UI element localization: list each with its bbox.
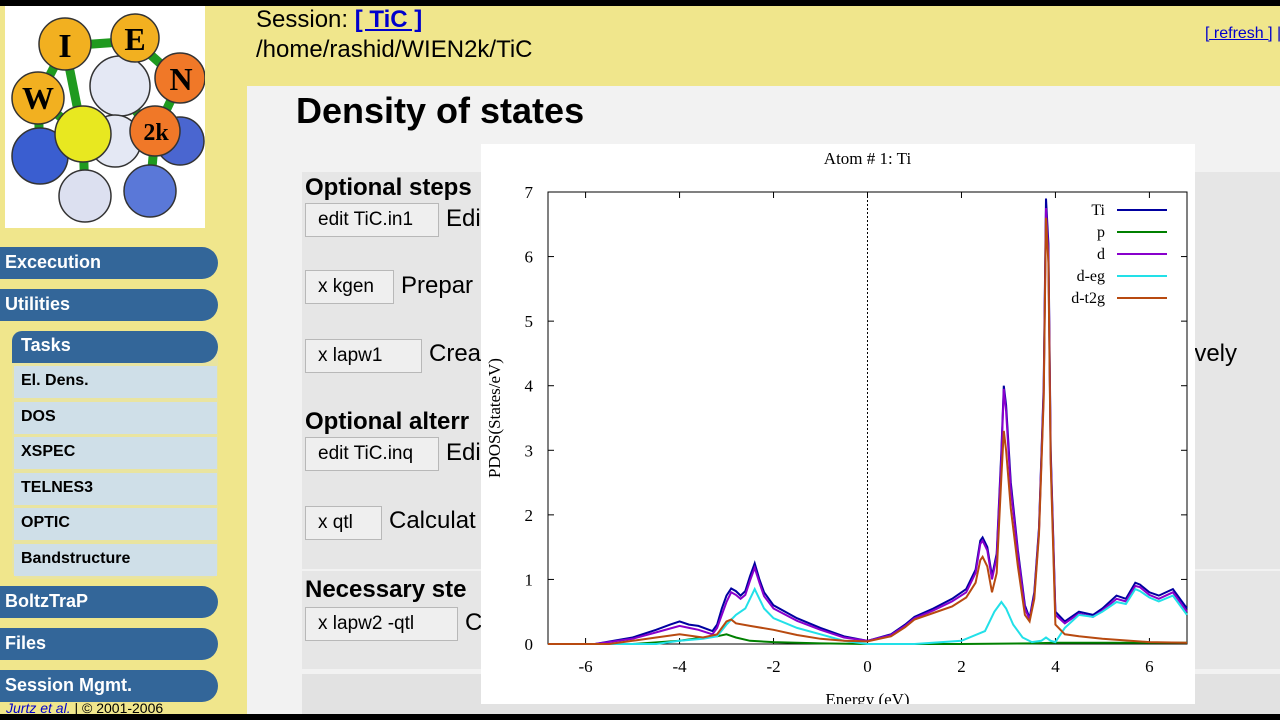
logo-letter-n: N bbox=[169, 61, 192, 97]
task-optic[interactable]: OPTIC bbox=[14, 508, 217, 540]
task-bandstructure[interactable]: Bandstructure bbox=[14, 544, 217, 576]
logo-letter-i: I bbox=[58, 28, 71, 65]
copyright-text: | © 2001-2006 bbox=[74, 700, 164, 714]
nav-files[interactable]: Files bbox=[0, 628, 218, 660]
y-tick-label: 1 bbox=[525, 570, 534, 589]
section-title-optional-steps: Optional steps bbox=[305, 174, 472, 201]
legend-label: p bbox=[1097, 224, 1105, 241]
x-tick-label: 2 bbox=[957, 657, 966, 676]
session-path: /home/rashid/WIEN2k/TiC bbox=[256, 36, 533, 63]
x-tick-label: -2 bbox=[766, 657, 780, 676]
edit-in1-desc: Edi bbox=[446, 205, 481, 232]
legend-label: Ti bbox=[1091, 202, 1105, 219]
nav-execution[interactable]: Excecution bbox=[0, 247, 218, 279]
logo-letter-2k: 2k bbox=[143, 120, 169, 146]
legend-label: d-t2g bbox=[1071, 290, 1105, 307]
y-axis-label: PDOS(States/eV) bbox=[485, 358, 504, 478]
x-lapw2-qtl-button[interactable]: x lapw2 -qtl bbox=[305, 607, 458, 641]
x-qtl-button[interactable]: x qtl bbox=[305, 506, 382, 540]
task-xspec[interactable]: XSPEC bbox=[14, 437, 217, 469]
x-lapw1-desc-tail: ively bbox=[1189, 340, 1238, 367]
wien2k-logo: W I E N 2k bbox=[5, 6, 205, 228]
refresh-separator: | bbox=[1277, 25, 1280, 42]
section-title-optional-alternative: Optional alterr bbox=[305, 408, 470, 435]
pdos-chart: Atom # 1: Ti Energy (eV) PDOS(States/eV) -6… bbox=[485, 149, 1188, 709]
copyright-author-link[interactable]: Jurtz et al. bbox=[6, 700, 71, 714]
nav-boltztrap[interactable]: BoltzTraP bbox=[0, 586, 218, 618]
nav-utilities[interactable]: Utilities bbox=[0, 289, 218, 321]
legend-label: d bbox=[1097, 246, 1105, 263]
legend-label: d-eg bbox=[1077, 268, 1105, 285]
logo-letter-w: W bbox=[22, 80, 54, 116]
browser-page: W I E N 2k Excecution Utilities Tasks El… bbox=[0, 6, 1280, 714]
y-tick-label: 2 bbox=[525, 506, 534, 525]
y-tick-label: 7 bbox=[525, 183, 534, 202]
refresh-area: [ refresh ] | bbox=[1205, 25, 1280, 43]
section-title-necessary-steps: Necessary ste bbox=[305, 576, 467, 603]
edit-inq-button[interactable]: edit TiC.inq bbox=[305, 437, 439, 471]
task-telnes3[interactable]: TELNES3 bbox=[14, 473, 217, 505]
logo-letter-e: E bbox=[124, 21, 145, 57]
edit-in1-button[interactable]: edit TiC.in1 bbox=[305, 203, 439, 237]
nav-tasks[interactable]: Tasks bbox=[12, 331, 218, 363]
series-line-d-eg bbox=[548, 586, 1188, 645]
x-lapw1-button[interactable]: x lapw1 bbox=[305, 339, 422, 373]
session-line: Session: [ TiC ] bbox=[256, 6, 422, 34]
chart-title: Atom # 1: Ti bbox=[824, 149, 912, 168]
x-tick-label: 0 bbox=[863, 657, 872, 676]
nav-session-mgmt[interactable]: Session Mgmt. bbox=[0, 670, 218, 702]
dos-plot-popup: Atom # 1: Ti Energy (eV) PDOS(States/eV) -6… bbox=[481, 144, 1195, 709]
edit-inq-desc: Edi bbox=[446, 439, 481, 466]
task-el-dens[interactable]: El. Dens. bbox=[14, 366, 217, 398]
series-line-d-t2g bbox=[548, 217, 1188, 645]
y-tick-label: 6 bbox=[525, 248, 534, 267]
refresh-link[interactable]: [ refresh ] bbox=[1205, 25, 1273, 42]
task-dos[interactable]: DOS bbox=[14, 402, 217, 434]
session-label: Session: bbox=[256, 6, 349, 33]
x-lapw1-desc: Crea bbox=[429, 340, 482, 367]
x-lapw2-qtl-desc: C bbox=[465, 609, 483, 636]
y-tick-label: 5 bbox=[525, 312, 534, 331]
x-axis-label: Energy (eV) bbox=[825, 690, 909, 704]
x-tick-label: -6 bbox=[579, 657, 593, 676]
session-link[interactable]: [ TiC ] bbox=[354, 6, 423, 33]
y-tick-label: 4 bbox=[525, 377, 534, 396]
x-qtl-desc: Calculat bbox=[389, 507, 476, 534]
copyright: Jurtz et al. | © 2001-2006 bbox=[6, 700, 163, 714]
y-tick-label: 0 bbox=[525, 635, 534, 654]
y-tick-label: 3 bbox=[525, 441, 534, 460]
page-title: Density of states bbox=[296, 90, 585, 131]
x-kgen-button[interactable]: x kgen bbox=[305, 270, 394, 304]
x-kgen-desc: Prepar bbox=[401, 272, 474, 299]
x-tick-label: 6 bbox=[1145, 657, 1154, 676]
x-tick-label: 4 bbox=[1051, 657, 1060, 676]
series-line-d bbox=[548, 208, 1188, 645]
x-tick-label: -4 bbox=[672, 657, 687, 676]
